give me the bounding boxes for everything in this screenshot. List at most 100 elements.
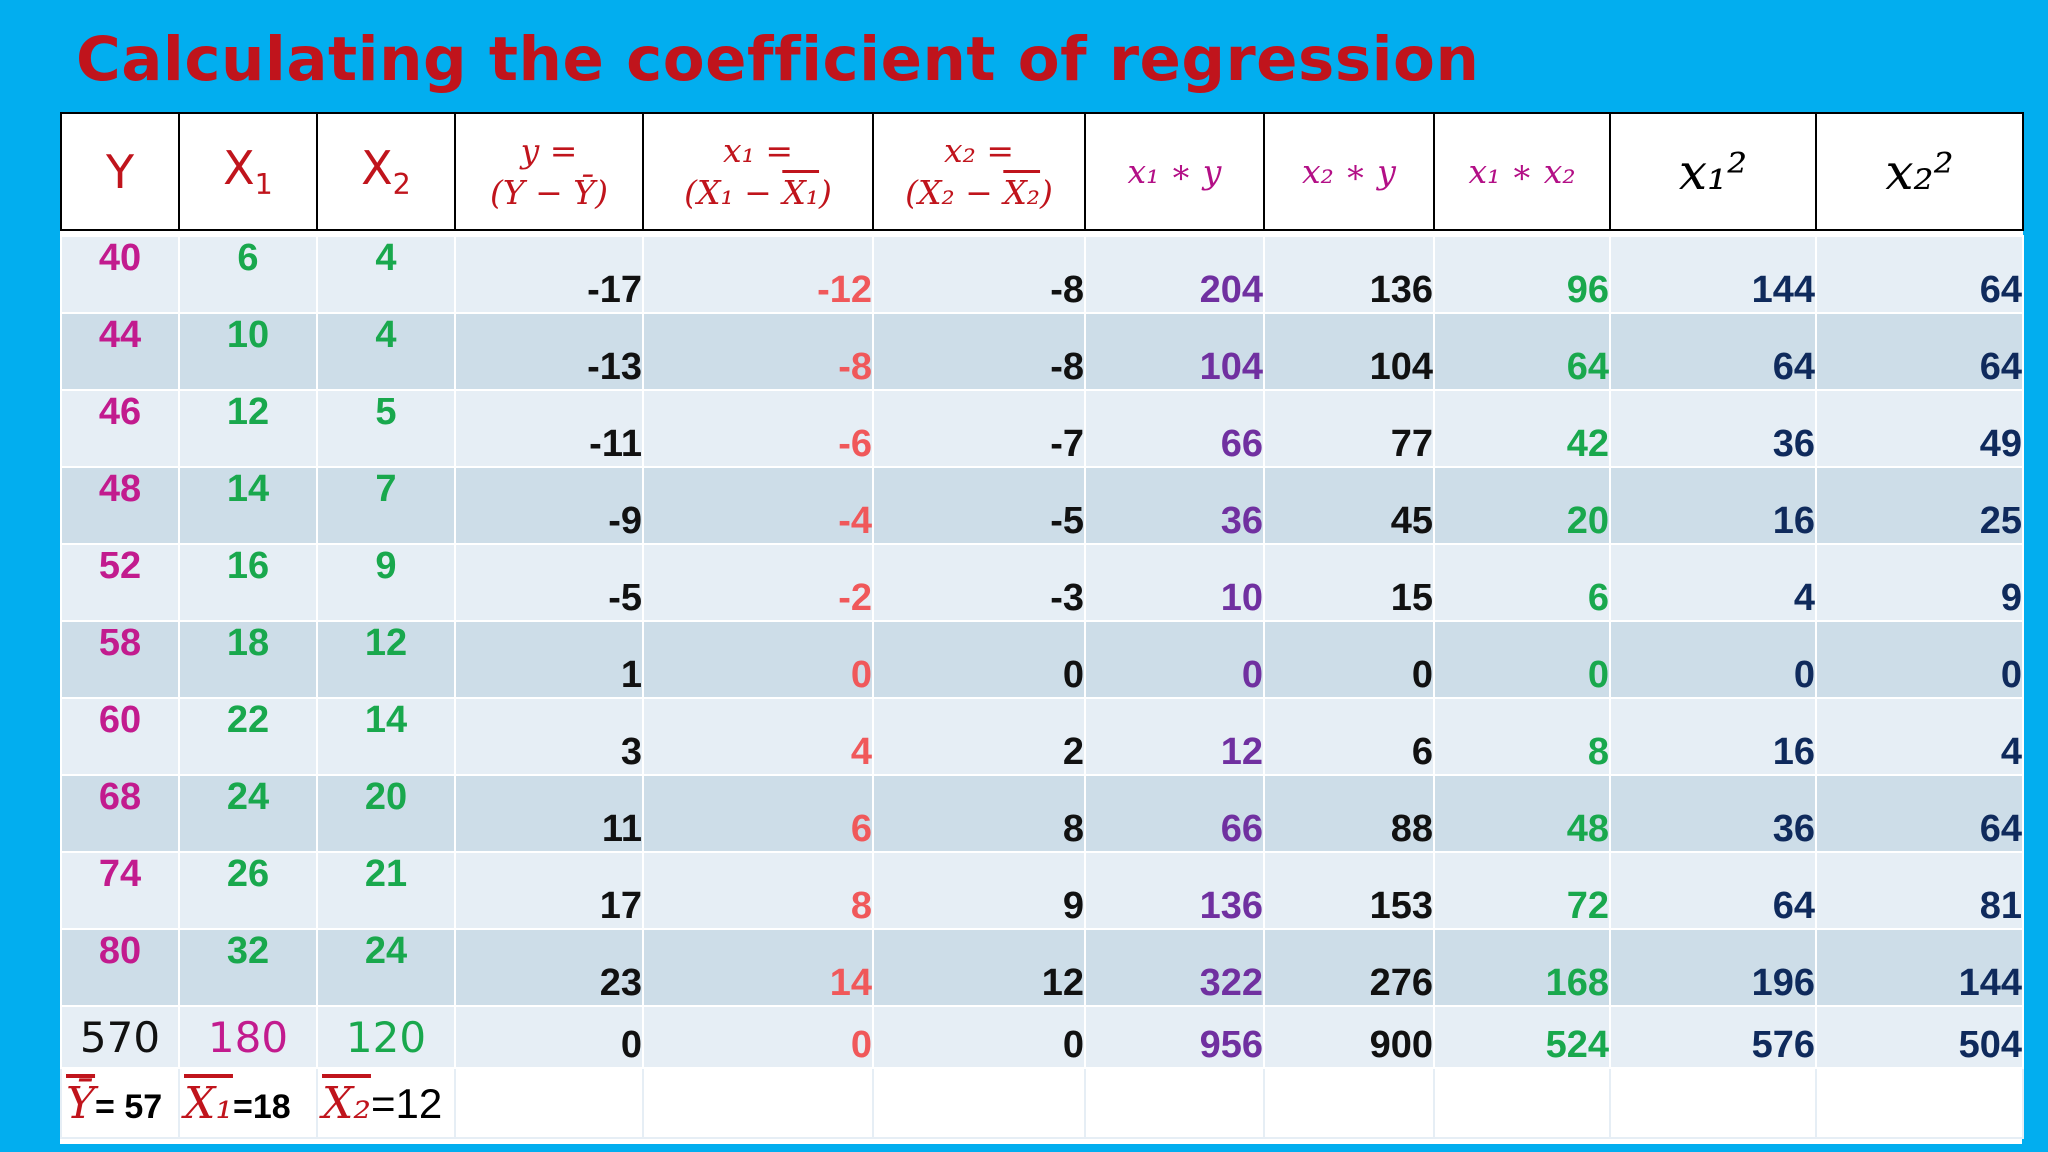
cell-dev-x1: -12 [642, 235, 874, 314]
cell-y: 52 [60, 543, 180, 622]
cell-x1-times-x2: 72 [1433, 851, 1611, 930]
empty-cell [1815, 1067, 2024, 1139]
cell-x1-squared: 16 [1609, 697, 1817, 776]
header-dev-x1: x₁ = (X₁ − X₁) [642, 112, 874, 231]
cell-x1: 10 [178, 312, 318, 391]
table-row: 52 16 9 -5 -2 -3 10 15 6 4 9 [60, 543, 2024, 622]
cell-x2-times-y: 15 [1263, 543, 1435, 622]
cell-x2-times-y: 153 [1263, 851, 1435, 930]
header-x1-times-x2: x₁ ∗ x₂ [1433, 112, 1611, 231]
cell-x1-times-y: 204 [1084, 235, 1265, 314]
mean-y-symbol: Ȳ [66, 1077, 96, 1129]
cell-x2-squared: 64 [1815, 312, 2024, 391]
total-x1-squared: 576 [1609, 1005, 1817, 1069]
totals-row: 570 180 120 0 0 0 956 900 524 576 504 [60, 1005, 2024, 1069]
cell-dev-x2: -8 [872, 312, 1086, 391]
table-row: 46 12 5 -11 -6 -7 66 77 42 36 49 [60, 389, 2024, 468]
cell-dev-y: 23 [454, 928, 644, 1007]
cell-x2: 7 [316, 466, 456, 545]
total-dev-x1: 0 [642, 1005, 874, 1069]
cell-x2: 12 [316, 620, 456, 699]
cell-dev-x1: 4 [642, 697, 874, 776]
cell-y: 46 [60, 389, 180, 468]
table-row: 44 10 4 -13 -8 -8 104 104 64 64 64 [60, 312, 2024, 391]
header-dev-y: y = (Y − Ȳ) [454, 112, 644, 231]
header-y: Y [60, 112, 180, 231]
cell-x1-times-y: 104 [1084, 312, 1265, 391]
total-x2-times-y: 900 [1263, 1005, 1435, 1069]
cell-dev-y: 1 [454, 620, 644, 699]
cell-dev-y: -17 [454, 235, 644, 314]
cell-x2-squared: 144 [1815, 928, 2024, 1007]
cell-dev-x1: 0 [642, 620, 874, 699]
cell-dev-x2: 0 [872, 620, 1086, 699]
table-row: 48 14 7 -9 -4 -5 36 45 20 16 25 [60, 466, 2024, 545]
cell-x1: 22 [178, 697, 318, 776]
cell-dev-x1: 8 [642, 851, 874, 930]
cell-x1: 32 [178, 928, 318, 1007]
cell-x1-times-y: 12 [1084, 697, 1265, 776]
mean-y-value: = 57 [95, 1087, 163, 1126]
total-x1-times-y: 956 [1084, 1005, 1265, 1069]
cell-dev-x1: 6 [642, 774, 874, 853]
header-dev-x2: x₂ = (X₂ − X₂) [872, 112, 1086, 231]
cell-x1-times-y: 0 [1084, 620, 1265, 699]
cell-dev-x2: 2 [872, 697, 1086, 776]
cell-x1-squared: 36 [1609, 389, 1817, 468]
cell-x1-times-y: 66 [1084, 774, 1265, 853]
cell-x1-times-x2: 64 [1433, 312, 1611, 391]
mean-x1: X₁=18 [178, 1067, 318, 1139]
total-x2: 120 [316, 1005, 456, 1069]
cell-x1-times-x2: 0 [1433, 620, 1611, 699]
cell-dev-y: 3 [454, 697, 644, 776]
cell-x2-times-y: 88 [1263, 774, 1435, 853]
cell-x1-times-y: 66 [1084, 389, 1265, 468]
cell-dev-x1: -6 [642, 389, 874, 468]
cell-x1-squared: 64 [1609, 851, 1817, 930]
cell-dev-x1: -8 [642, 312, 874, 391]
cell-y: 44 [60, 312, 180, 391]
cell-x2: 20 [316, 774, 456, 853]
cell-x1: 6 [178, 235, 318, 314]
cell-x1-times-y: 10 [1084, 543, 1265, 622]
cell-x2: 14 [316, 697, 456, 776]
empty-cell [1084, 1067, 1265, 1139]
cell-x1-times-x2: 168 [1433, 928, 1611, 1007]
total-x1-times-x2: 524 [1433, 1005, 1611, 1069]
cell-x1-times-y: 136 [1084, 851, 1265, 930]
cell-x2-times-y: 104 [1263, 312, 1435, 391]
cell-y: 40 [60, 235, 180, 314]
empty-cell [872, 1067, 1086, 1139]
cell-dev-x2: -7 [872, 389, 1086, 468]
cell-x2-times-y: 276 [1263, 928, 1435, 1007]
cell-y: 60 [60, 697, 180, 776]
header-x2-squared: x₂² [1815, 112, 2024, 231]
cell-dev-y: 11 [454, 774, 644, 853]
cell-x1-times-y: 36 [1084, 466, 1265, 545]
cell-x1: 14 [178, 466, 318, 545]
table-row: 40 6 4 -17 -12 -8 204 136 96 144 64 [60, 235, 2024, 314]
empty-cell [454, 1067, 644, 1139]
page-title: Calculating the coefficient of regressio… [76, 24, 1480, 95]
cell-x2-squared: 64 [1815, 774, 2024, 853]
cell-x1: 12 [178, 389, 318, 468]
table-row: 74 26 21 17 8 9 136 153 72 64 81 [60, 851, 2024, 930]
table-header-row: Y X1 X2 y = (Y − Ȳ) x₁ = (X₁ − X₁) x₂ = (X₂… [60, 112, 2024, 231]
cell-y: 80 [60, 928, 180, 1007]
total-dev-y: 0 [454, 1005, 644, 1069]
total-x1: 180 [178, 1005, 318, 1069]
cell-x2-times-y: 77 [1263, 389, 1435, 468]
total-y: 570 [60, 1005, 180, 1069]
cell-dev-y: -13 [454, 312, 644, 391]
cell-x1-times-y: 322 [1084, 928, 1265, 1007]
cell-dev-y: -5 [454, 543, 644, 622]
cell-dev-y: -9 [454, 466, 644, 545]
cell-x1-squared: 36 [1609, 774, 1817, 853]
cell-x2-squared: 25 [1815, 466, 2024, 545]
cell-x1-squared: 64 [1609, 312, 1817, 391]
cell-dev-x1: 14 [642, 928, 874, 1007]
table-row: 58 18 12 1 0 0 0 0 0 0 0 [60, 620, 2024, 699]
regression-table-panel: Y X1 X2 y = (Y − Ȳ) x₁ = (X₁ − X₁) x₂ = (X₂… [60, 112, 2024, 1144]
cell-x2: 24 [316, 928, 456, 1007]
header-x2: X2 [316, 112, 456, 231]
